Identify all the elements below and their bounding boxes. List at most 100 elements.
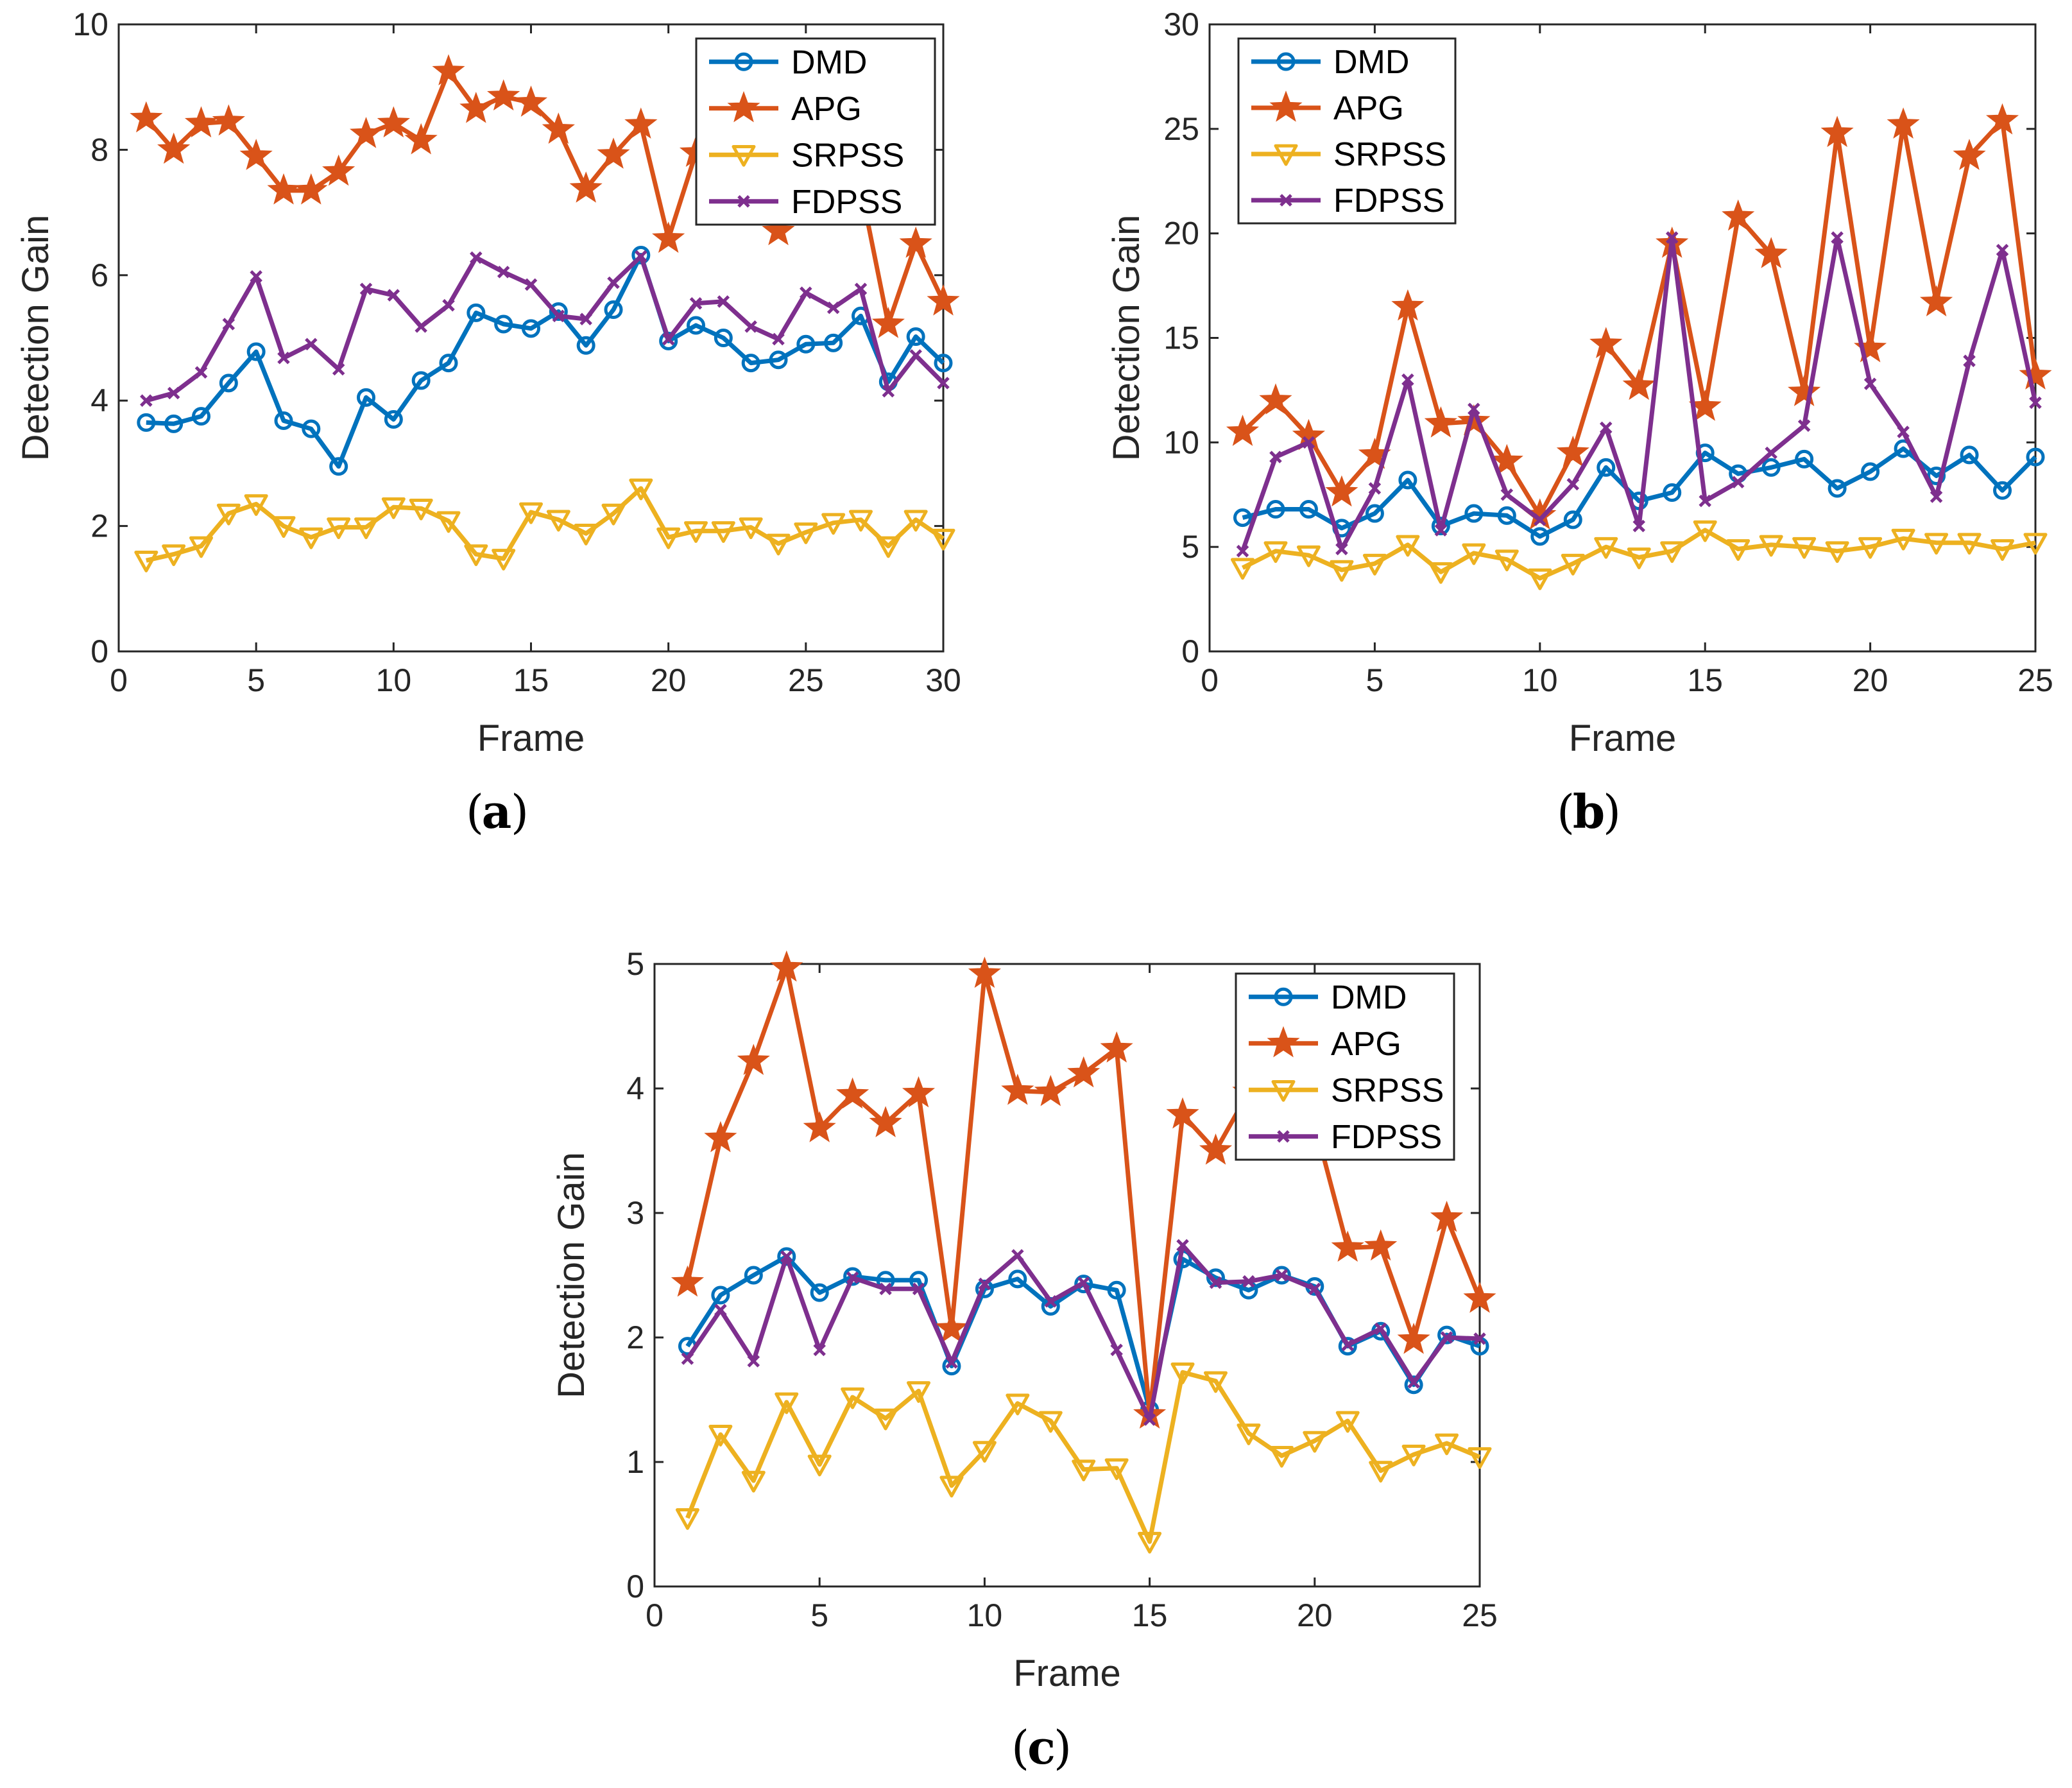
y-tick-label-c-5: 5 (626, 946, 644, 982)
point-c-apg-6 (836, 1077, 869, 1109)
point-c-apg-25 (1463, 1282, 1496, 1313)
point-b-apg-23 (1953, 139, 1986, 170)
point-a-apg-12 (432, 54, 465, 86)
point-c-srpss-21 (1335, 1411, 1360, 1433)
point-b-dmd-7 (1431, 517, 1450, 536)
legend-c: DMD APG SRPSS FDPSS (1235, 972, 1455, 1161)
y-tick-label-a-5: 10 (73, 6, 108, 42)
point-c-fdpss-22 (1374, 1322, 1387, 1336)
point-c-srpss-19 (1269, 1446, 1294, 1468)
legend-marker-b-srpss (1274, 144, 1298, 166)
point-c-srpss-22 (1369, 1461, 1393, 1483)
point-b-apg-7 (1424, 406, 1457, 438)
point-c-fdpss-11 (1011, 1249, 1024, 1262)
legend-marker-c-srpss (1271, 1079, 1296, 1102)
point-a-srpss-25 (794, 522, 818, 544)
point-b-apg-2 (1259, 383, 1292, 415)
point-b-fdpss-10 (1534, 513, 1546, 526)
y-tick-label-a-2: 4 (90, 383, 108, 418)
point-b-dmd-5 (1365, 504, 1384, 523)
point-a-srpss-27 (849, 510, 873, 532)
point-a-srpss-20 (656, 527, 681, 549)
point-a-srpss-3 (189, 536, 213, 558)
point-b-dmd-18 (1795, 449, 1814, 468)
point-b-apg-18 (1788, 375, 1821, 406)
point-b-dmd-9 (1497, 506, 1516, 525)
point-c-srpss-15 (1138, 1531, 1162, 1554)
point-b-fdpss-7 (1434, 524, 1448, 537)
point-a-fdpss-25 (800, 286, 812, 299)
point-a-srpss-6 (271, 516, 296, 538)
point-a-dmd-16 (549, 302, 568, 321)
point-a-fdpss-22 (717, 295, 730, 308)
point-a-apg-13 (459, 92, 493, 123)
point-a-srpss-12 (436, 511, 461, 533)
point-c-apg-1 (671, 1265, 705, 1297)
point-b-apg-9 (1490, 443, 1523, 476)
point-b-fdpss-6 (1401, 373, 1414, 386)
point-c-apg-13 (1067, 1056, 1100, 1088)
legend-marker-c-fdpss (1277, 1130, 1290, 1143)
point-b-fdpss-5 (1368, 482, 1382, 495)
point-c-dmd-4 (777, 1247, 796, 1266)
point-c-fdpss-15 (1143, 1413, 1156, 1426)
point-b-srpss-7 (1428, 562, 1453, 584)
point-c-fdpss-14 (1110, 1343, 1123, 1357)
x-tick-label-c-0: 0 (646, 1597, 664, 1633)
x-tick-label-b-5: 25 (2017, 662, 2053, 698)
point-b-fdpss-24 (1996, 243, 2009, 257)
point-c-dmd-14 (1107, 1280, 1126, 1300)
point-a-srpss-15 (519, 502, 543, 524)
point-c-dmd-23 (1404, 1375, 1423, 1395)
legend-label-a-fdpss: FDPSS (791, 184, 902, 221)
point-a-apg-30 (927, 284, 960, 316)
point-c-srpss-20 (1303, 1431, 1327, 1453)
legend-marker-a-dmd (734, 52, 753, 71)
legend-marker-a-apg (727, 90, 760, 123)
y-axis-label-b: Detection Gain (1106, 215, 1147, 461)
point-c-fdpss-21 (1341, 1338, 1355, 1352)
point-c-dmd-17 (1206, 1268, 1225, 1287)
x-tick-label-b-2: 10 (1522, 662, 1558, 698)
point-b-srpss-9 (1494, 549, 1519, 572)
point-c-apg-24 (1430, 1200, 1464, 1232)
point-c-apg-2 (704, 1121, 737, 1153)
legend-b: DMD APG SRPSS FDPSS (1237, 37, 1457, 225)
point-c-srpss-14 (1104, 1458, 1129, 1481)
x-tick-label-a-5: 25 (788, 662, 824, 698)
point-b-apg-8 (1457, 404, 1491, 436)
point-b-dmd-8 (1464, 504, 1484, 523)
point-b-fdpss-18 (1797, 419, 1811, 433)
point-b-apg-25 (2019, 358, 2052, 390)
point-c-srpss-2 (708, 1425, 733, 1447)
point-c-apg-9 (935, 1311, 968, 1343)
point-c-dmd-2 (711, 1285, 730, 1305)
x-tick-label-b-1: 5 (1366, 662, 1383, 698)
y-tick-label-b-5: 25 (1163, 111, 1199, 147)
point-b-srpss-20 (1858, 537, 1883, 559)
point-c-fdpss-25 (1473, 1332, 1486, 1345)
point-c-dmd-3 (744, 1266, 763, 1285)
point-b-fdpss-22 (1930, 490, 1943, 503)
point-c-apg-10 (968, 956, 1001, 988)
point-a-apg-4 (212, 104, 245, 136)
point-b-apg-24 (1985, 103, 2019, 135)
point-b-srpss-15 (1693, 520, 1717, 542)
point-c-srpss-18 (1237, 1423, 1261, 1445)
point-c-fdpss-6 (846, 1271, 859, 1284)
legend-marker-b-fdpss (1280, 194, 1292, 207)
point-b-dmd-22 (1927, 466, 1946, 485)
point-a-fdpss-4 (222, 318, 235, 331)
point-c-apg-8 (902, 1076, 936, 1108)
point-a-dmd-5 (246, 342, 266, 361)
point-a-dmd-7 (302, 419, 321, 438)
point-c-srpss-10 (972, 1441, 997, 1463)
point-c-fdpss-1 (681, 1352, 694, 1365)
point-b-apg-22 (1919, 285, 1953, 316)
y-tick-label-b-1: 5 (1181, 529, 1199, 565)
legend-label-b-dmd: DMD (1333, 44, 1409, 81)
legend-box-c (1235, 972, 1455, 1161)
point-a-dmd-13 (467, 303, 486, 322)
legend-label-b-srpss: SRPSS (1333, 136, 1446, 173)
